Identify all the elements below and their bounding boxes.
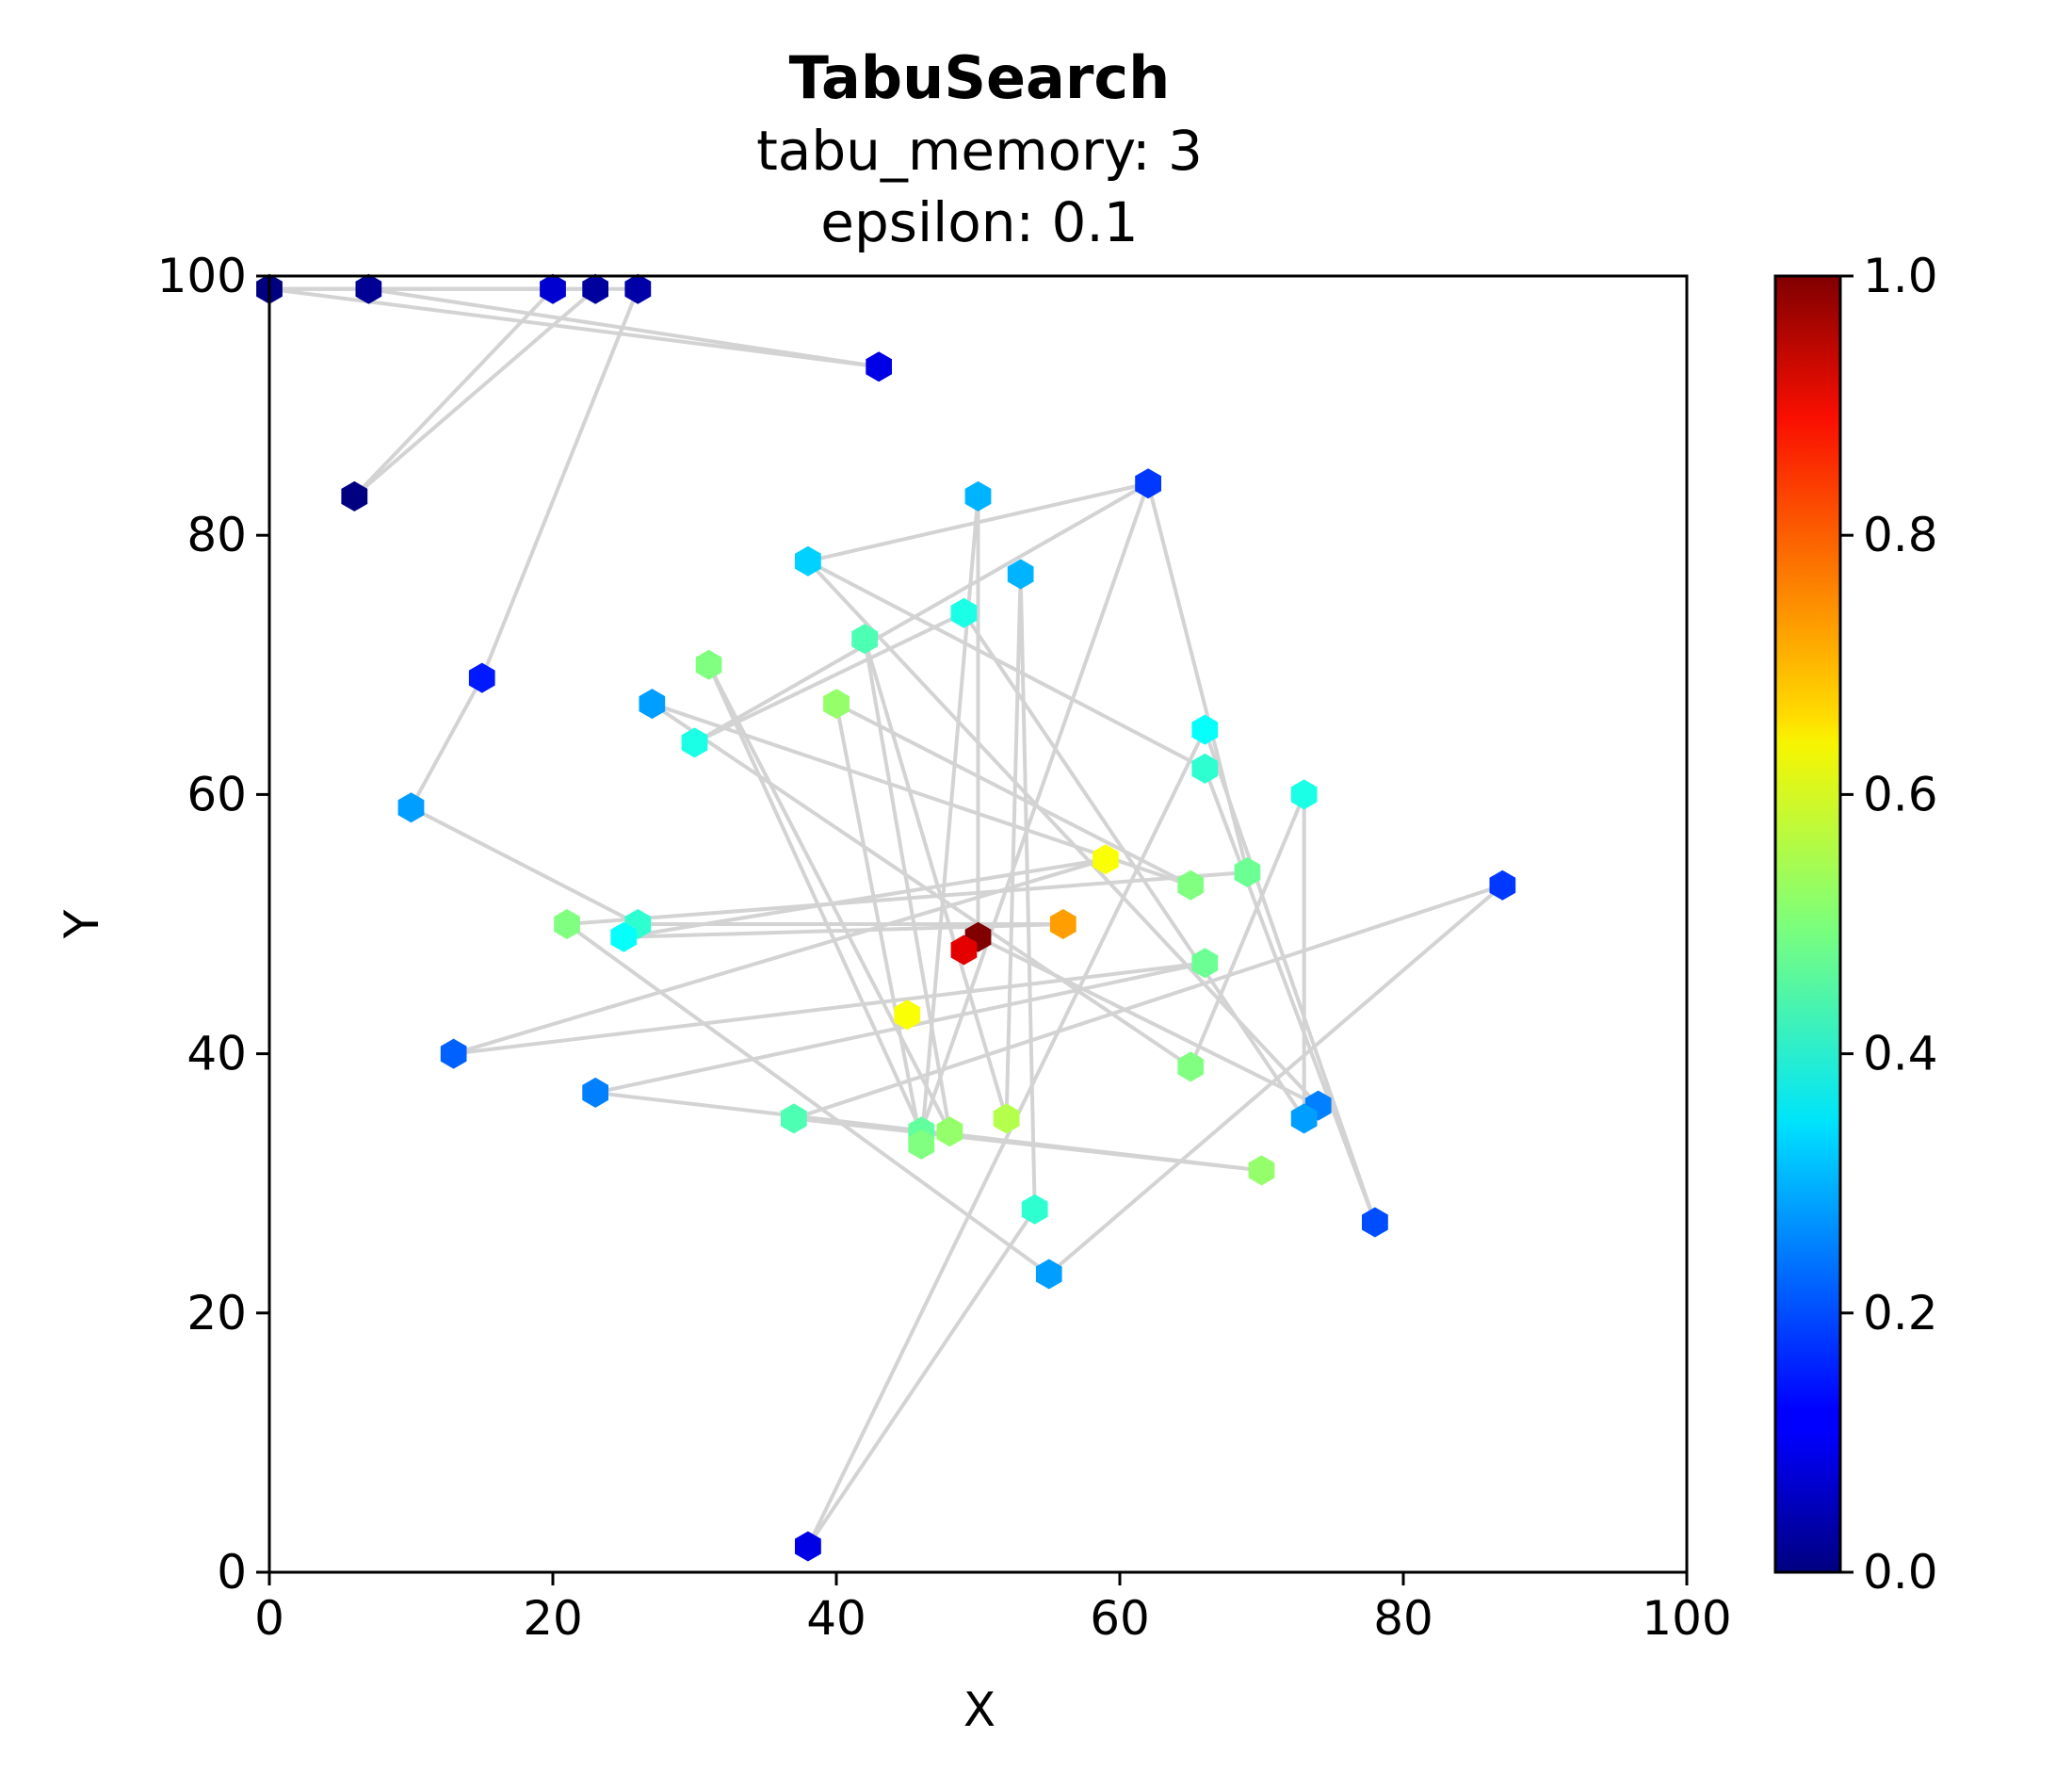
data-point <box>823 689 850 719</box>
path-segment <box>412 678 482 808</box>
data-point <box>1135 468 1161 498</box>
chart-title: TabuSearch <box>789 43 1171 112</box>
x-tick-label: 40 <box>806 1591 866 1646</box>
y-tick-label: 40 <box>186 1027 247 1081</box>
y-axis-ticks: 0 20 40 60 80 100 <box>157 249 269 1600</box>
path-segment <box>808 1210 1035 1547</box>
path-segment <box>695 613 964 743</box>
data-point <box>469 663 495 693</box>
data-point <box>1291 779 1318 809</box>
path-lines <box>269 289 1502 1547</box>
data-point <box>781 1103 807 1133</box>
data-point <box>582 1078 608 1108</box>
y-tick-label: 80 <box>186 508 247 562</box>
data-point <box>682 727 708 757</box>
data-point <box>696 650 722 680</box>
data-point <box>441 1039 467 1069</box>
data-points <box>256 274 1515 1562</box>
path-segment <box>794 1118 1262 1170</box>
x-tick-label: 20 <box>523 1591 583 1646</box>
colorbar-tick-label: 0.0 <box>1863 1545 1938 1600</box>
path-segment <box>1007 574 1021 1118</box>
data-point <box>1036 1259 1062 1290</box>
colorbar-tick-label: 0.8 <box>1863 508 1938 562</box>
path-segment <box>1205 769 1375 1223</box>
y-axis-label: Y <box>55 909 109 939</box>
colorbar-ticks: 0.0 0.2 0.4 0.6 0.8 1.0 <box>1840 249 1938 1600</box>
data-point <box>866 351 892 382</box>
path-segment <box>269 289 879 367</box>
data-point <box>554 909 580 939</box>
path-segment <box>412 807 639 924</box>
y-tick-label: 0 <box>217 1545 247 1600</box>
path-segment <box>354 289 595 496</box>
data-point <box>994 1103 1020 1133</box>
y-tick-label: 60 <box>186 767 247 821</box>
colorbar-tick-label: 0.4 <box>1863 1027 1938 1081</box>
path-segment <box>808 730 1205 1547</box>
data-point <box>937 1116 963 1146</box>
x-tick-label: 0 <box>254 1591 284 1646</box>
data-point <box>398 792 425 822</box>
path-segment <box>482 289 639 678</box>
data-point <box>1177 1051 1204 1081</box>
data-point <box>639 689 666 719</box>
chart-subtitle-epsilon: epsilon: 0.1 <box>820 190 1138 254</box>
x-axis-label: X <box>963 1682 996 1737</box>
data-point <box>1249 1155 1275 1185</box>
data-point <box>582 274 608 304</box>
x-tick-label: 100 <box>1642 1591 1731 1646</box>
y-tick-label: 20 <box>186 1286 247 1340</box>
data-point <box>624 274 651 304</box>
path-segment <box>454 963 1206 1053</box>
data-point <box>1490 870 1516 901</box>
path-segment <box>1190 794 1303 1066</box>
data-point <box>1050 909 1076 939</box>
path-segment <box>1021 574 1035 1209</box>
data-point <box>965 481 992 512</box>
y-tick-label: 100 <box>157 249 247 303</box>
data-point <box>1362 1208 1388 1238</box>
x-tick-label: 60 <box>1090 1591 1150 1646</box>
chart-subtitle-tabu-memory: tabu_memory: 3 <box>756 119 1203 183</box>
x-tick-label: 80 <box>1373 1591 1433 1646</box>
colorbar <box>1775 276 1840 1572</box>
colorbar-tick-label: 1.0 <box>1863 249 1938 303</box>
colorbar-tick-label: 0.2 <box>1863 1286 1938 1340</box>
x-axis-ticks: 0 20 40 60 80 100 <box>254 1572 1732 1646</box>
colorbar-tick-label: 0.6 <box>1863 767 1938 821</box>
